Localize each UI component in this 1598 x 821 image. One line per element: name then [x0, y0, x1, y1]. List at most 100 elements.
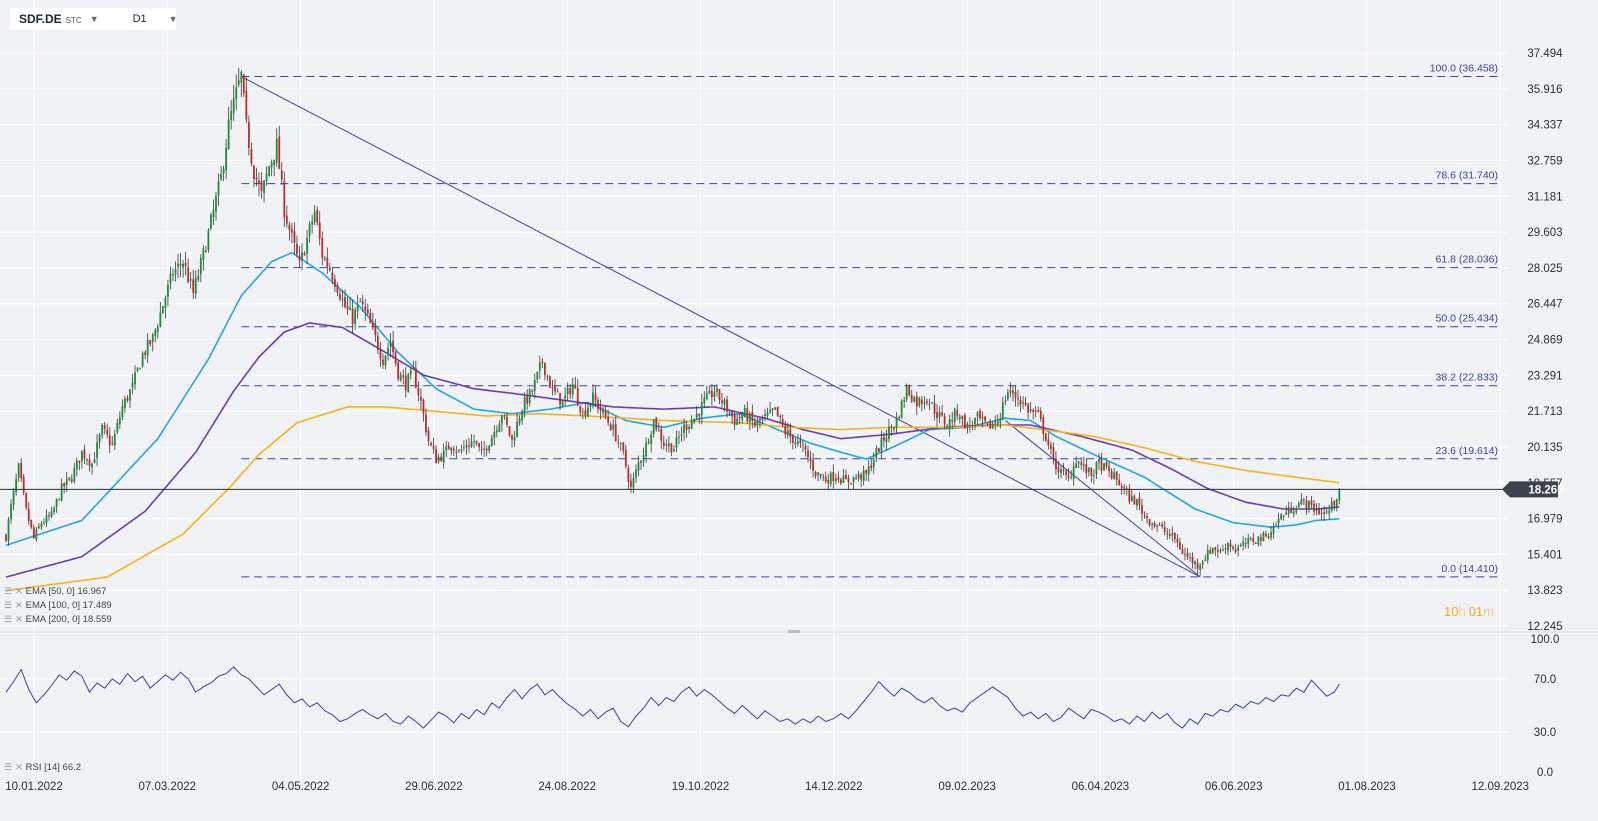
candle-body [1275, 524, 1277, 526]
candle-body [301, 252, 303, 261]
candle-body [1024, 402, 1027, 405]
close-icon[interactable]: ✕ [15, 762, 23, 772]
candle-body [1201, 561, 1204, 565]
candle-body [979, 410, 981, 419]
settings-lines-icon[interactable]: ☰ [4, 586, 13, 596]
candle-body [273, 159, 276, 165]
legend-ema200: ☰ ✕ EMA [200, 0] 18.559 [4, 614, 112, 625]
candle-body [708, 390, 711, 394]
candle-body [566, 387, 569, 395]
legend-ema200-label: EMA [200, 0] 18.559 [25, 614, 112, 625]
candle-body [63, 483, 66, 487]
candle-body [12, 490, 15, 506]
candle-body [425, 414, 427, 433]
candle-body [159, 312, 162, 327]
candle-body [738, 416, 741, 418]
candle-body [781, 419, 784, 426]
interval-selector[interactable]: D1 [132, 13, 147, 25]
candle-body [516, 421, 518, 437]
candle-body [1222, 549, 1224, 551]
candle-body [579, 405, 582, 413]
candle-body [167, 284, 169, 297]
candle-body [680, 434, 683, 436]
candle-body [549, 376, 551, 388]
candle-body [377, 336, 379, 350]
candle-body [652, 419, 655, 435]
price-tick-label: 21.713 [1527, 406, 1562, 418]
candle-body [118, 417, 121, 425]
grid-lines [0, 0, 1508, 780]
candle-body [334, 279, 336, 287]
settings-lines-icon[interactable]: ☰ [4, 762, 13, 772]
candle-body [946, 426, 949, 428]
candle-body [989, 421, 992, 429]
interval-dropdown-icon[interactable]: ▼ [168, 14, 178, 24]
candle-body [731, 411, 734, 417]
pane-resize-handle[interactable] [788, 630, 800, 633]
price-axis[interactable]: 37.494 35.916 34.337 32.759 31.181 29.603 28.0… [1527, 48, 1563, 779]
fib-level-label: 50.0 (25.434) [1436, 313, 1498, 325]
candle-body [1234, 549, 1237, 552]
candle-body [495, 430, 498, 433]
candle-body [1055, 458, 1057, 470]
candle-body [202, 248, 205, 261]
candle-body [470, 441, 473, 447]
candle-body [926, 401, 928, 404]
candle-body [1019, 400, 1022, 405]
candle-body [769, 409, 771, 413]
settings-lines-icon[interactable]: ☰ [4, 614, 13, 624]
candle-body [1265, 533, 1267, 537]
candle-body [1242, 541, 1245, 546]
candle-body [197, 275, 200, 280]
candle-body [1335, 499, 1338, 507]
candle-body [1113, 472, 1116, 479]
candle-body [1308, 500, 1310, 510]
symbol-name[interactable]: SDF.DE [19, 12, 62, 26]
candle-body [313, 211, 316, 223]
close-icon[interactable]: ✕ [15, 586, 23, 596]
candle-body [22, 476, 25, 493]
candle-body [1133, 496, 1136, 505]
candle-body [116, 422, 119, 433]
time-axis[interactable]: 10.01.2022 07.03.2022 04.05.2022 29.06.2022… [5, 781, 1529, 793]
candle-body [541, 361, 544, 363]
settings-lines-icon[interactable]: ☰ [4, 600, 13, 610]
candle-body [503, 415, 506, 417]
candle-body [673, 449, 675, 452]
candle-body [506, 416, 508, 425]
candle-body [592, 392, 594, 407]
candle-body [187, 267, 190, 283]
candle-body [1146, 516, 1148, 519]
candle-body [617, 441, 620, 443]
candle-body [1214, 547, 1217, 551]
candle-body [242, 74, 245, 94]
candle-body [574, 384, 577, 389]
candle-body [1158, 525, 1161, 527]
fibonacci-retracement[interactable]: 100.0 (36.458) 78.6 (31.740) 61.8 (28.036)… [241, 63, 1500, 578]
candle-body [237, 80, 240, 85]
candle-body [81, 450, 83, 462]
candle-body [890, 426, 893, 428]
candle-body [124, 398, 126, 409]
candle-body [528, 389, 531, 403]
trend-lines[interactable] [241, 76, 1201, 578]
candle-body [746, 408, 749, 422]
candle-body [521, 410, 524, 421]
last-price-tag: 18.265 [1502, 481, 1564, 498]
candle-body [951, 420, 954, 422]
symbol-dropdown-icon[interactable]: ▼ [89, 14, 99, 24]
candle-body [1168, 534, 1171, 536]
candle-body [723, 399, 726, 405]
candle-body [1179, 541, 1181, 550]
candle-body [718, 389, 721, 400]
candle-body [108, 435, 111, 445]
candle-body [1249, 537, 1252, 540]
candle-body [463, 447, 465, 449]
close-icon[interactable]: ✕ [15, 600, 23, 610]
candle-body [144, 352, 147, 355]
candle-body [1080, 462, 1083, 465]
candle-body [113, 434, 116, 446]
close-icon[interactable]: ✕ [15, 614, 23, 624]
